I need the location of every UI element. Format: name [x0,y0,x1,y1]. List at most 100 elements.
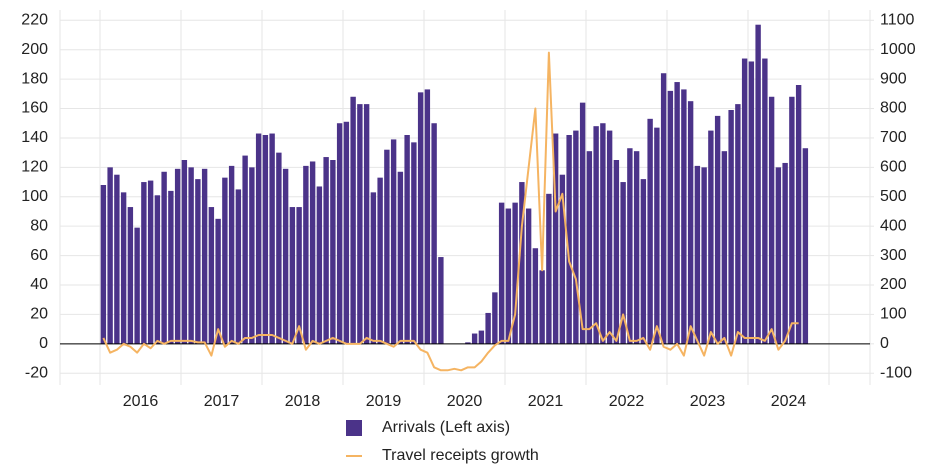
bar [647,118,653,344]
bar [708,130,714,344]
bar [262,135,269,344]
x-tick-label: 2022 [609,393,645,410]
bar [492,292,498,344]
bar [633,151,640,344]
bar [235,189,242,344]
bar [242,155,248,344]
y2-tick-label: 900 [880,70,907,87]
bar [505,208,512,344]
y2-tick-label: 600 [880,159,907,176]
bar [512,202,518,344]
bar [296,207,302,344]
y2-tick-label: 500 [880,188,907,205]
y-tick-label: 40 [30,276,48,293]
bar [330,160,336,344]
bar [687,101,694,344]
bar [154,195,161,344]
bar [620,182,626,344]
bar [377,177,383,344]
bar [640,179,647,344]
bar [566,135,572,344]
bar [357,104,363,344]
bar [323,157,329,344]
bar [255,133,262,344]
bar [195,179,201,344]
x-tick-label: 2024 [771,393,807,410]
y-tick-label: 100 [21,188,48,205]
bar [741,58,748,344]
legend-label: Travel receipts growth [382,447,539,464]
y2-tick-label: 700 [880,129,907,146]
bar [559,174,566,344]
y-tick-label: 120 [21,159,48,176]
bar [249,167,255,344]
bar [127,207,134,344]
bar [438,257,444,344]
x-tick-label: 2016 [123,393,159,410]
bar [525,208,532,344]
x-tick-label: 2021 [528,393,564,410]
bar [228,165,235,344]
bar [681,89,687,344]
y2-tick-label: 1000 [880,41,916,58]
bar [498,202,505,344]
bar [735,104,741,344]
bar [269,133,275,344]
bar [404,135,410,344]
x-tick-label: 2020 [447,393,483,410]
bar [465,342,471,344]
bar [721,151,728,344]
y-tick-label: 180 [21,70,48,87]
bar [755,24,761,344]
bar [701,167,707,344]
bar [579,102,586,344]
bar [768,96,775,344]
y2-tick-label: 200 [880,276,907,293]
bar [431,123,437,344]
bar [411,142,417,344]
legend-label: Arrivals (Left axis) [382,419,510,436]
bar [276,152,282,344]
legend-swatch [346,420,362,436]
y-tick-label: -20 [25,364,48,381]
bar [546,193,552,344]
y2-tick-label: -100 [880,364,912,381]
bar [417,92,424,344]
bar [343,121,350,344]
x-tick-label: 2017 [204,393,240,410]
bar [552,133,559,344]
y-tick-label: 20 [30,306,48,323]
bar [363,104,370,344]
y2-tick-label: 1100 [880,12,915,29]
bar [532,248,539,344]
bar [775,167,782,344]
bar [748,61,755,344]
bar [222,177,228,344]
bar [485,312,491,344]
bar [789,96,795,344]
bar [600,123,606,344]
y-tick-label: 140 [21,129,48,146]
bar [316,186,323,344]
bar [161,171,167,344]
x-tick-label: 2018 [285,393,321,410]
y-tick-label: 0 [39,335,48,352]
bar [471,333,478,344]
y-tick-label: 80 [30,217,48,234]
bar [606,130,613,344]
y-tick-label: 200 [21,41,48,58]
y2-tick-label: 0 [880,335,889,352]
bar [370,192,377,344]
bar [397,171,404,344]
y2-tick-label: 300 [880,247,907,264]
bar [100,185,107,344]
y2-tick-label: 100 [880,306,907,323]
bar [795,85,802,344]
bar [350,96,356,344]
bar [201,168,208,344]
bar [627,148,633,344]
bar [728,110,734,344]
bar [147,180,154,344]
y-tick-label: 220 [21,12,48,29]
